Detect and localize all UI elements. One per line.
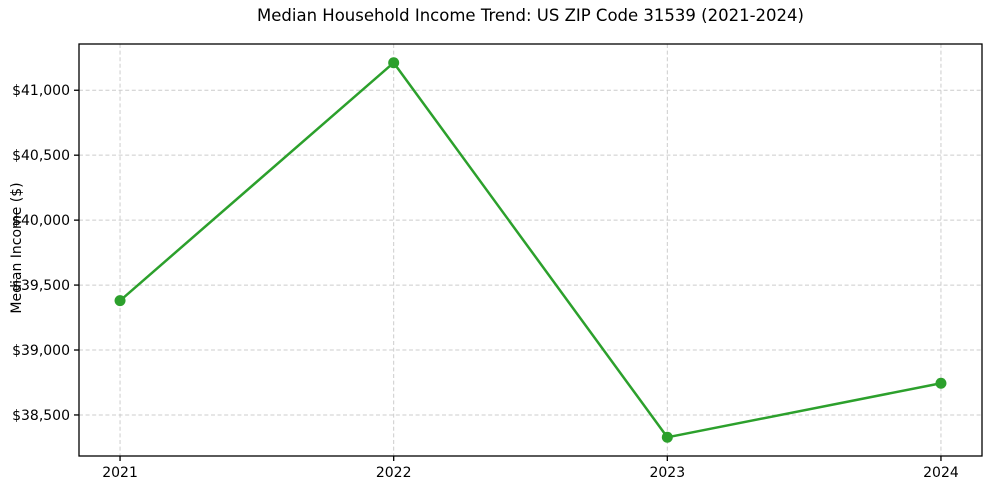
data-point bbox=[661, 431, 673, 443]
y-axis-label: Median Income ($) bbox=[9, 182, 25, 314]
data-point bbox=[388, 57, 400, 69]
y-tick-label: $41,000 bbox=[12, 83, 70, 99]
y-tick-label: $39,000 bbox=[12, 343, 70, 359]
data-line bbox=[118, 61, 943, 439]
y-tick-label: $40,500 bbox=[12, 148, 70, 164]
y-tick-label: $39,500 bbox=[12, 278, 70, 294]
data-point bbox=[114, 295, 126, 307]
y-tick-label: $40,000 bbox=[12, 213, 70, 229]
plot-border bbox=[78, 43, 983, 457]
x-tick-label: 2022 bbox=[376, 465, 412, 481]
x-tick-label: 2021 bbox=[102, 465, 138, 481]
y-tick-label: $38,500 bbox=[12, 408, 70, 424]
x-tick-label: 2024 bbox=[923, 465, 959, 481]
x-tick-label: 2023 bbox=[649, 465, 685, 481]
chart-title: Median Household Income Trend: US ZIP Co… bbox=[257, 6, 804, 25]
data-point bbox=[935, 377, 947, 389]
